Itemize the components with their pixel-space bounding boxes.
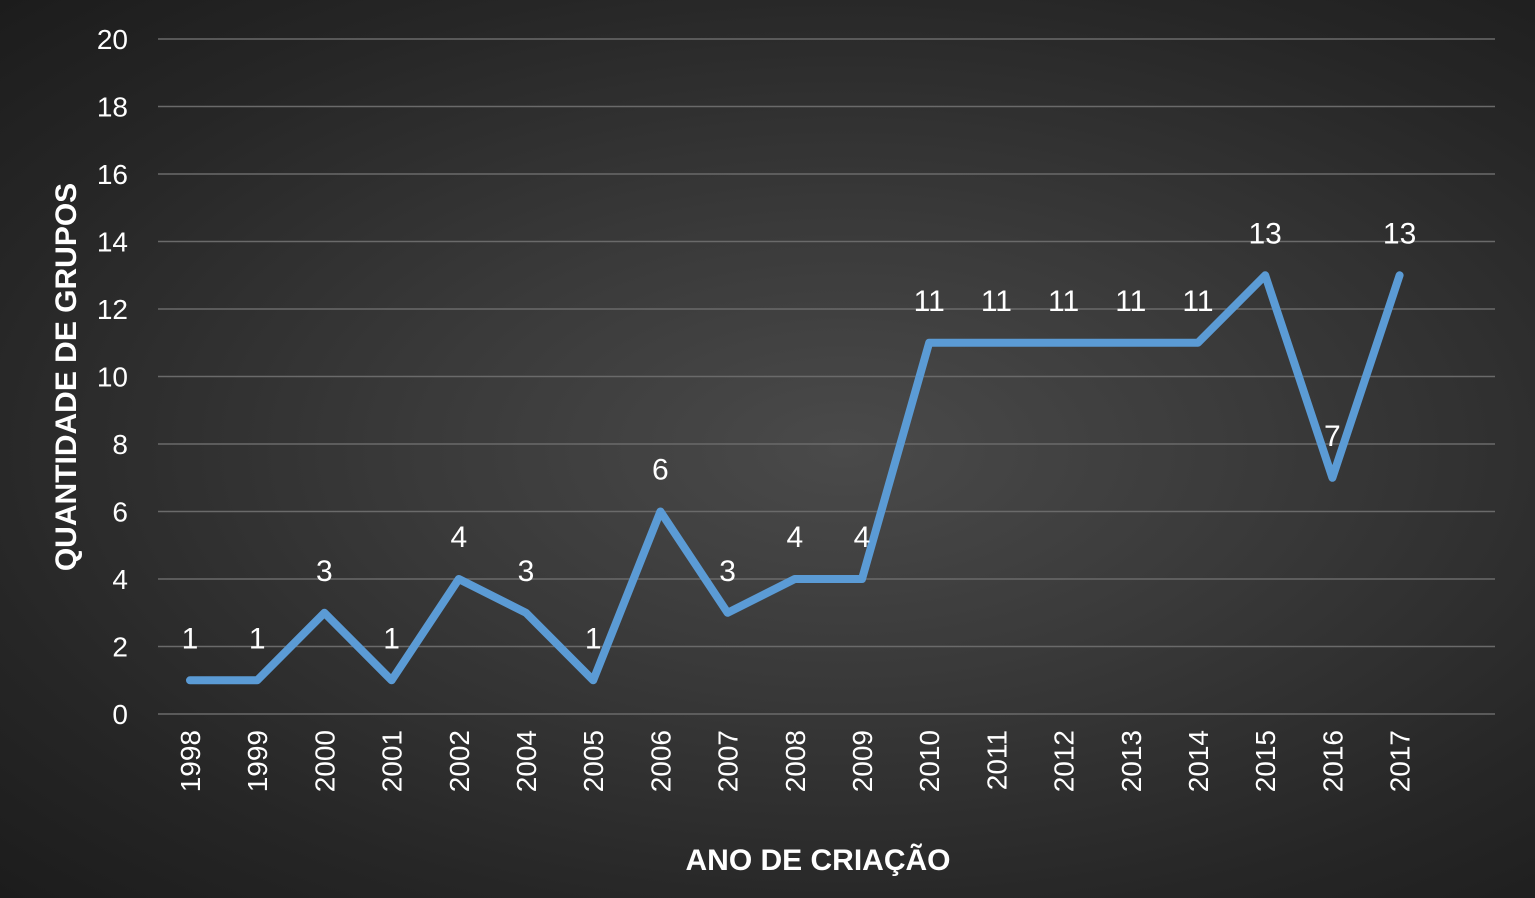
data-point-2015	[1263, 273, 1268, 278]
x-tick-label-2007: 2007	[713, 730, 744, 792]
data-label-2000: 3	[316, 555, 333, 588]
data-label-2015: 13	[1249, 217, 1282, 250]
x-tick-label-2010: 2010	[914, 730, 945, 792]
x-axis-title: ANO DE CRIAÇÃO	[685, 843, 950, 877]
x-tick-label-2013: 2013	[1116, 730, 1147, 792]
y-tick-label-14: 14	[97, 227, 128, 258]
series-layer	[186, 271, 1404, 685]
data-point-2012	[1061, 340, 1066, 345]
data-point-2009	[860, 577, 864, 581]
x-tick-label-2008: 2008	[780, 730, 811, 792]
data-point-2000	[322, 610, 327, 615]
x-tick-label-2012: 2012	[1049, 730, 1080, 792]
y-tick-label-16: 16	[97, 159, 128, 190]
data-label-2012: 11	[1048, 285, 1079, 318]
x-tick-label-1998: 1998	[175, 730, 206, 792]
y-tick-label-6: 6	[112, 497, 128, 528]
data-label-2010: 11	[914, 285, 945, 318]
y-tick-label-20: 20	[97, 24, 128, 55]
data-label-2009: 4	[854, 521, 871, 554]
data-label-1999: 1	[249, 622, 266, 655]
x-axis-ticks: 1998 1999 2000 2001 2002 2004 2005 2006 2007 2008…	[175, 730, 1416, 792]
data-point-1999	[255, 678, 260, 683]
data-label-2008: 4	[786, 521, 803, 554]
data-point-2007	[725, 610, 730, 615]
data-point-2008	[792, 577, 797, 581]
data-point-1998	[188, 678, 192, 683]
y-tick-label-8: 8	[112, 429, 128, 460]
y-tick-label-0: 0	[112, 699, 128, 730]
x-tick-label-2004: 2004	[511, 730, 542, 792]
data-point-2011	[994, 340, 999, 345]
data-point-2017	[1397, 273, 1402, 278]
data-label-2004: 3	[518, 555, 535, 588]
data-label-2002: 4	[450, 521, 467, 554]
data-point-2005	[591, 678, 596, 683]
x-tick-label-2017: 2017	[1385, 730, 1416, 792]
data-point-2001	[389, 678, 394, 683]
x-tick-label-2016: 2016	[1317, 730, 1348, 792]
x-tick-label-2009: 2009	[847, 730, 878, 792]
x-tick-label-2005: 2005	[578, 730, 609, 792]
x-tick-label-2015: 2015	[1250, 730, 1281, 792]
y-tick-label-2: 2	[112, 632, 128, 663]
data-label-2011: 11	[981, 285, 1012, 318]
data-point-2006	[658, 509, 663, 514]
data-label-2001: 1	[383, 622, 400, 655]
gridlines	[158, 38, 1495, 715]
data-label-2013: 11	[1115, 285, 1146, 318]
data-point-2010	[927, 340, 932, 345]
data-label-2017: 13	[1383, 217, 1416, 250]
x-tick-label-2006: 2006	[645, 730, 676, 792]
data-label-2014: 11	[1182, 285, 1213, 318]
data-point-2013	[1128, 340, 1133, 345]
data-point-2004	[524, 610, 528, 615]
y-tick-label-12: 12	[97, 294, 128, 325]
data-point-2002	[456, 577, 461, 581]
series-line-0	[186, 271, 1404, 685]
y-tick-label-10: 10	[97, 362, 128, 393]
data-point-2016	[1330, 475, 1335, 480]
x-tick-label-1999: 1999	[242, 730, 273, 792]
y-axis-ticks: 0 2 4 6 8 10 12 14 16 18 20	[97, 24, 128, 730]
x-tick-label-2000: 2000	[309, 730, 340, 792]
x-tick-label-2014: 2014	[1183, 730, 1214, 792]
data-point-2014	[1196, 340, 1200, 345]
data-label-2005: 1	[585, 622, 602, 655]
y-tick-label-4: 4	[112, 564, 128, 595]
x-tick-label-2011: 2011	[981, 730, 1012, 790]
data-label-2016: 7	[1324, 420, 1341, 453]
data-label-2007: 3	[719, 555, 736, 588]
x-tick-label-2002: 2002	[444, 730, 475, 792]
data-label-1998: 1	[182, 622, 199, 655]
y-tick-label-18: 18	[97, 92, 128, 123]
x-tick-label-2001: 2001	[377, 730, 408, 792]
data-label-2006: 6	[652, 454, 669, 487]
y-axis-title: QUANTIDADE DE GRUPOS	[50, 183, 83, 571]
